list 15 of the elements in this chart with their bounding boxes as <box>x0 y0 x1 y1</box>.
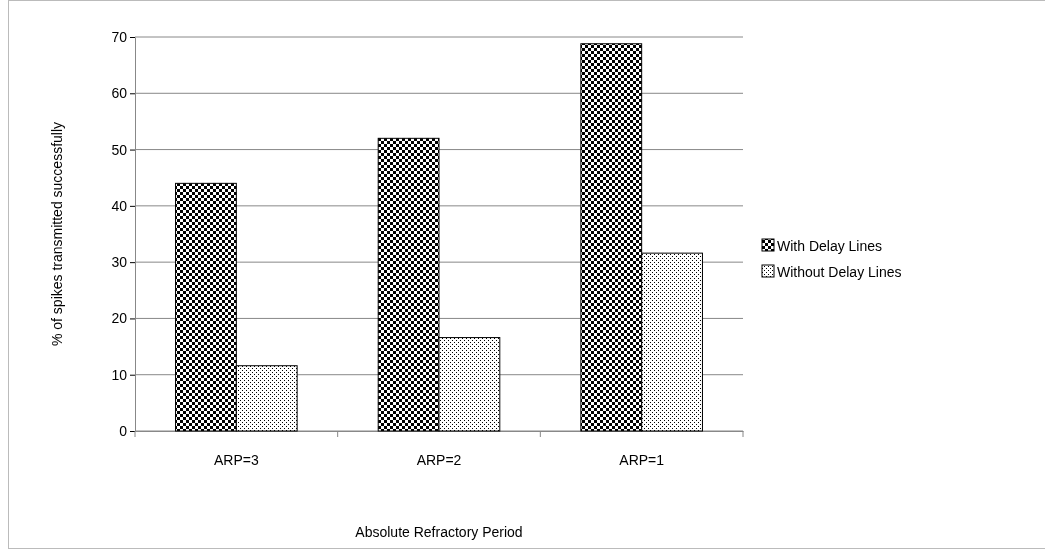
y-tick-label: 30 <box>111 254 128 271</box>
x-axis-title: Absolute Refractory Period <box>355 524 523 540</box>
y-tick-label: 10 <box>111 366 128 383</box>
legend-label: Without Delay Lines <box>777 264 902 280</box>
y-axis-title: % of spikes transmitted successfully <box>49 121 65 347</box>
y-tick-label: 20 <box>111 310 128 327</box>
y-tick-label: 50 <box>111 141 128 158</box>
y-tick-label: 70 <box>111 28 128 45</box>
y-tick-label: 40 <box>111 197 128 214</box>
y-tick-label: 0 <box>119 422 128 439</box>
legend-label: With Delay Lines <box>777 238 883 254</box>
y-tick-label: 60 <box>111 85 128 102</box>
x-tick-label: ARP=3 <box>213 451 259 468</box>
x-tick-label: ARP=1 <box>619 451 665 468</box>
x-tick-label: ARP=2 <box>416 451 462 468</box>
